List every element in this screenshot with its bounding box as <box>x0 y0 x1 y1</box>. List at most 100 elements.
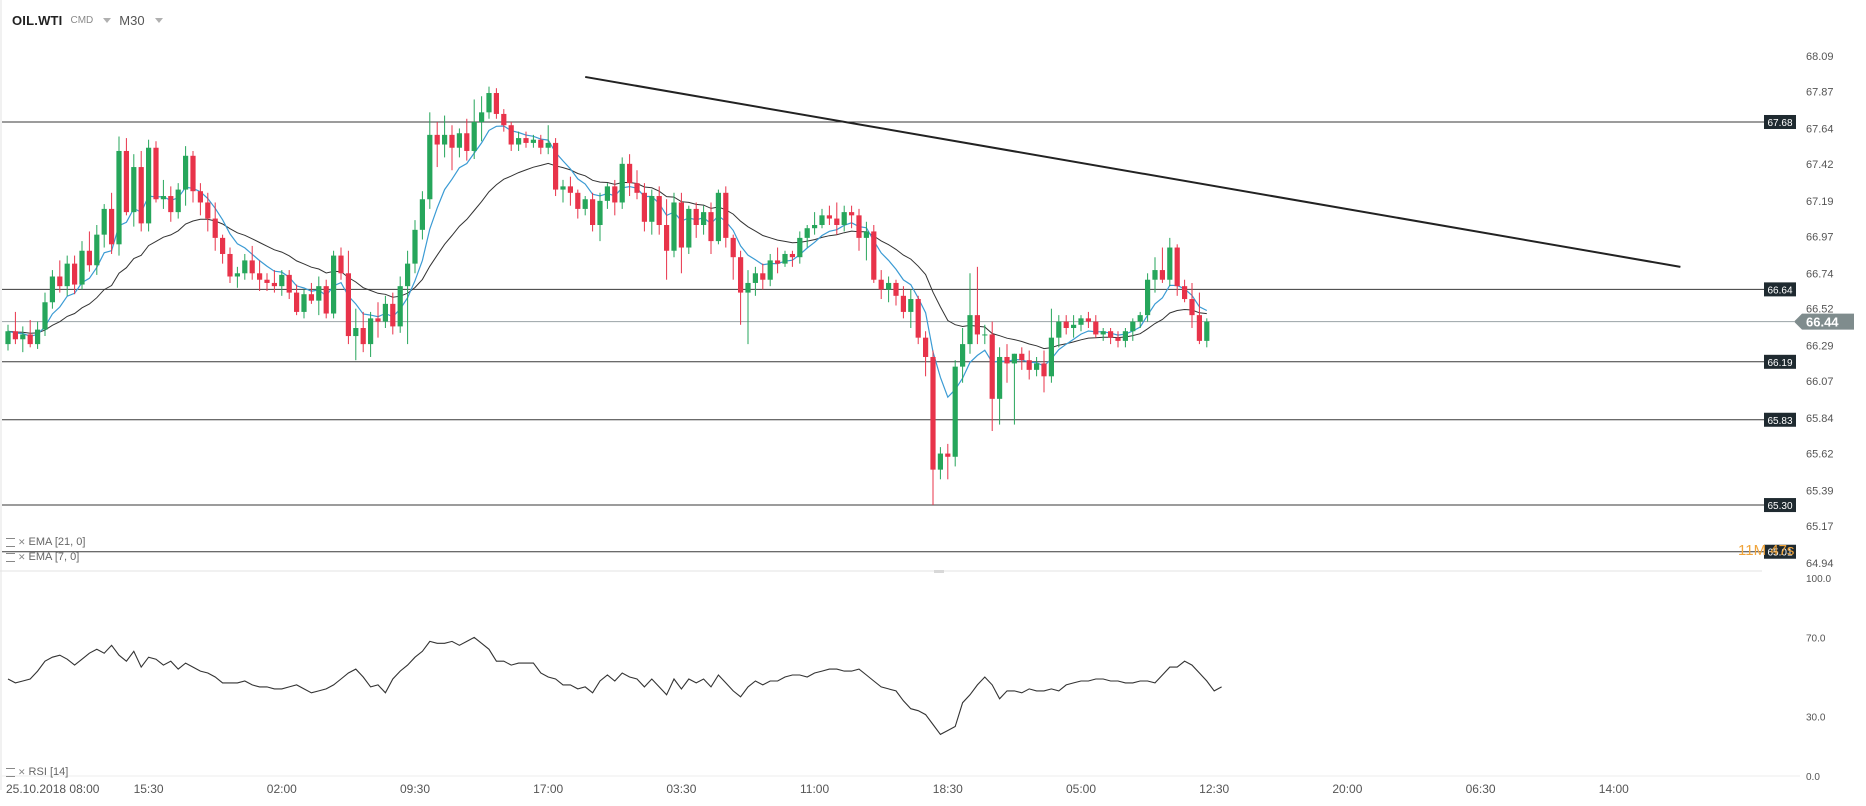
candle-bearish <box>57 260 63 293</box>
candle-body <box>960 344 966 367</box>
candle-bearish <box>308 282 314 304</box>
candle-bullish <box>863 221 869 261</box>
instrument-type-label[interactable]: CMD <box>70 14 94 26</box>
candle-body <box>294 292 300 312</box>
candle-bullish <box>242 253 248 280</box>
time-tick-label: 11:00 <box>800 782 829 796</box>
time-tick-label: 20:00 <box>1332 782 1362 796</box>
candle-body <box>590 199 596 225</box>
timeframe-selector[interactable]: M30 <box>119 12 145 28</box>
candle-bearish <box>27 319 33 348</box>
candle-bearish <box>738 250 744 325</box>
candle-body <box>175 189 181 213</box>
candle-body <box>1196 315 1202 341</box>
candle-bullish <box>101 204 107 248</box>
candle-bullish <box>937 447 943 480</box>
candle-body <box>493 93 499 114</box>
timeframe-dropdown-caret-icon[interactable] <box>154 17 163 23</box>
candle-bullish <box>35 321 41 349</box>
candle-bullish <box>604 183 610 209</box>
candle-body <box>841 212 847 225</box>
candle-bullish <box>1204 318 1210 348</box>
candle-bearish <box>286 270 292 300</box>
ema-settings-icon[interactable] <box>6 537 15 547</box>
candle-body <box>982 334 988 336</box>
candle-body <box>1130 321 1136 332</box>
candle-body <box>1041 363 1047 377</box>
candle-body <box>923 337 929 357</box>
candle-body <box>434 134 440 145</box>
candle-body <box>442 134 448 145</box>
rsi-settings-icon[interactable] <box>6 767 15 777</box>
candle-bearish <box>205 192 211 232</box>
candle-bullish <box>782 250 788 267</box>
candle-bearish <box>538 134 544 155</box>
candle-bullish <box>353 308 359 361</box>
ema-fast-legend[interactable]: ✕ EMA [7, 0] <box>6 551 79 563</box>
candle-bullish <box>1056 315 1062 348</box>
candle-body <box>234 273 240 277</box>
price-tick-label: 66.52 <box>1806 304 1834 316</box>
candle-bearish <box>775 247 781 274</box>
candle-body <box>545 142 551 148</box>
level-price-label: 65.83 <box>1767 416 1792 427</box>
candle-body <box>1019 353 1025 361</box>
candle-bullish <box>405 250 411 345</box>
candle-body <box>360 328 366 345</box>
level-price-tag <box>1764 354 1796 369</box>
candle-bullish <box>745 270 751 345</box>
candle-bearish <box>575 189 581 219</box>
candle-bullish <box>560 179 566 203</box>
candle-body <box>560 186 566 190</box>
level-price-tag <box>1764 282 1796 297</box>
candle-bearish <box>123 138 129 216</box>
candle-body <box>427 134 433 200</box>
time-tick-label: 25.10.2018 08:00 <box>6 782 100 796</box>
ema-settings-icon[interactable] <box>6 552 15 562</box>
candle-body <box>538 139 544 148</box>
candle-body <box>5 331 11 345</box>
candle-body <box>1167 247 1173 280</box>
candle-bullish <box>701 205 707 235</box>
candle-body <box>227 253 233 277</box>
candle-bullish <box>982 324 988 345</box>
candle-body <box>456 133 462 148</box>
instrument-dropdown-caret-icon[interactable] <box>103 17 112 23</box>
candle-bearish <box>1026 350 1032 380</box>
candle-bearish <box>989 321 995 432</box>
candle-bearish <box>345 250 351 345</box>
candle-bearish <box>72 255 78 295</box>
ema-remove-icon[interactable]: ✕ <box>18 536 26 547</box>
time-tick-label: 12:30 <box>1199 782 1229 796</box>
candle-body <box>27 334 33 345</box>
price-tick-label: 65.84 <box>1806 413 1834 425</box>
candle-bullish <box>146 139 152 232</box>
candle-bullish <box>1145 273 1151 322</box>
candle-bullish <box>1130 318 1136 341</box>
price-tick-label: 66.97 <box>1806 231 1834 243</box>
ema-remove-icon[interactable]: ✕ <box>18 551 26 562</box>
candle-body <box>286 274 292 293</box>
time-tick-label: 05:00 <box>1066 782 1096 796</box>
candle-body <box>989 334 995 399</box>
candle-bearish <box>723 186 729 248</box>
ema-slow-legend-label: EMA [21, 0] <box>28 536 86 548</box>
candle-body <box>101 208 107 235</box>
candle-body <box>72 263 78 285</box>
rsi-remove-icon[interactable]: ✕ <box>18 766 26 777</box>
ema-slow-legend[interactable]: ✕ EMA [21, 0] <box>6 536 85 548</box>
candle-bullish <box>20 326 26 353</box>
candle-body <box>893 282 899 296</box>
candle-bullish <box>94 225 100 275</box>
symbol-label[interactable]: OIL.WTI <box>12 12 63 28</box>
candle-body <box>886 282 892 290</box>
candle-bearish <box>730 234 736 280</box>
level-price-tag <box>1764 412 1796 427</box>
candle-bullish <box>116 136 122 256</box>
candle-bearish <box>264 273 270 291</box>
rsi-legend[interactable]: ✕ RSI [14] <box>6 766 68 778</box>
candle-bearish <box>375 302 381 338</box>
rsi-tick-label: 100.0 <box>1806 574 1831 585</box>
candle-bullish <box>516 131 522 151</box>
